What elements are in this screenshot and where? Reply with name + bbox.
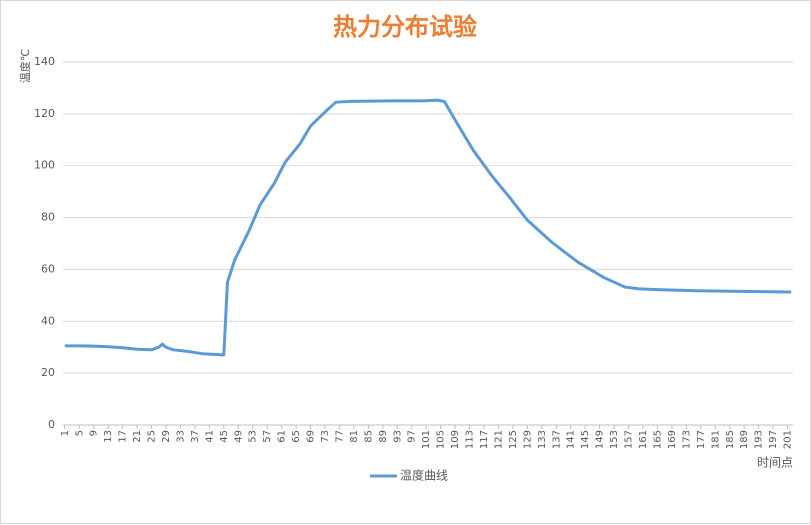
x-tick-label: 13 <box>103 430 114 443</box>
x-tick-label: 129 <box>522 430 533 449</box>
y-tick-label: 80 <box>41 211 55 224</box>
legend-label: 温度曲线 <box>400 468 448 483</box>
y-tick-label: 60 <box>41 262 55 275</box>
y-tick-label: 140 <box>34 55 55 68</box>
x-tick-label: 177 <box>696 430 707 449</box>
x-tick-label: 25 <box>147 430 158 443</box>
x-tick-label: 65 <box>291 430 302 443</box>
x-tick-label: 133 <box>537 430 548 449</box>
x-tick-label: 1 <box>60 430 71 436</box>
x-tick-label: 189 <box>739 430 750 449</box>
x-tick-label: 149 <box>595 430 606 449</box>
x-tick-label: 145 <box>580 430 591 449</box>
x-tick-label: 109 <box>450 430 461 449</box>
x-tick-label: 85 <box>363 430 374 443</box>
x-tick-label: 121 <box>493 430 504 449</box>
x-tick-label: 185 <box>725 430 736 449</box>
x-tick-label: 9 <box>89 430 100 436</box>
x-tick-label: 77 <box>334 430 345 443</box>
x-tick-label: 69 <box>306 430 317 443</box>
y-axis-label: 温度℃ <box>18 49 32 83</box>
x-tick-label: 89 <box>378 430 389 443</box>
chart-title: 热力分布试验 <box>333 13 477 41</box>
x-tick-label: 169 <box>667 430 678 449</box>
x-tick-label: 125 <box>508 430 519 449</box>
y-tick-label: 40 <box>41 314 55 327</box>
x-tick-label: 165 <box>652 430 663 449</box>
y-tick-label: 100 <box>34 159 55 172</box>
x-tick-label: 45 <box>219 430 230 443</box>
x-tick-label: 161 <box>638 430 649 449</box>
x-tick-label: 57 <box>262 430 273 443</box>
x-tick-label: 97 <box>407 430 418 443</box>
x-tick-label: 21 <box>132 430 143 443</box>
x-tick-label: 105 <box>436 430 447 449</box>
x-tick-label: 29 <box>161 430 172 443</box>
x-tick-label: 37 <box>190 430 201 443</box>
x-tick-label: 141 <box>566 430 577 449</box>
x-tick-label: 81 <box>349 430 360 443</box>
x-tick-label: 193 <box>754 430 765 449</box>
x-tick-label: 53 <box>248 430 259 443</box>
x-tick-label: 41 <box>204 430 215 443</box>
x-tick-label: 201 <box>783 430 794 449</box>
data-line <box>64 98 792 357</box>
x-tick-label: 117 <box>479 430 490 449</box>
x-axis-label: 时间点 <box>757 456 793 470</box>
y-tick-label: 0 <box>48 418 55 431</box>
x-tick-label: 33 <box>175 430 186 443</box>
x-tick-label: 157 <box>624 430 635 449</box>
x-tick-label: 61 <box>277 430 288 443</box>
x-tick-label: 5 <box>74 430 85 436</box>
x-tick-label: 173 <box>681 430 692 449</box>
x-tick-label: 17 <box>118 430 129 443</box>
x-tick-label: 113 <box>465 430 476 449</box>
x-tick-label: 197 <box>768 430 779 449</box>
y-tick-label: 20 <box>41 366 55 379</box>
x-tick-label: 181 <box>710 430 721 449</box>
x-tick-label: 137 <box>551 430 562 449</box>
y-tick-label: 120 <box>34 107 55 120</box>
x-tick-label: 49 <box>233 430 244 443</box>
x-tick-label: 93 <box>392 430 403 443</box>
x-tick-label: 73 <box>320 430 331 443</box>
x-tick-label: 153 <box>609 430 620 449</box>
x-tick-label: 101 <box>421 430 432 449</box>
